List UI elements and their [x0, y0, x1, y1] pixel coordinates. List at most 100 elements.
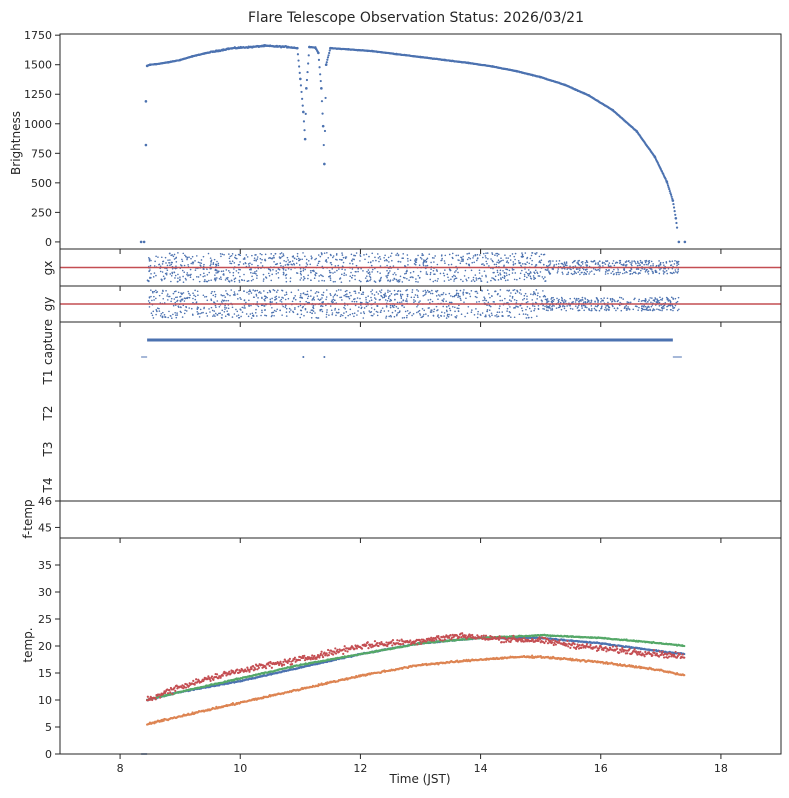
gx-point — [633, 260, 636, 262]
gx-point — [350, 253, 353, 256]
gy-point — [403, 306, 405, 308]
gy-point — [606, 297, 609, 300]
gy-point — [273, 289, 276, 292]
gx-point — [526, 272, 529, 275]
gy-point — [455, 294, 457, 297]
gx-point — [306, 263, 309, 266]
gy-point — [661, 309, 663, 312]
gx-point — [449, 268, 451, 271]
status-axes-frame — [59, 321, 782, 502]
gy-point — [532, 293, 534, 296]
brightness-point — [319, 79, 322, 83]
gx-point — [478, 272, 481, 274]
gx-point — [340, 281, 343, 283]
gy-point — [234, 294, 236, 296]
gx-point — [345, 274, 347, 276]
gy-point — [319, 298, 322, 301]
gy-point — [555, 307, 558, 309]
gx-point — [159, 265, 162, 267]
gy-point — [583, 309, 585, 312]
gx-point — [339, 278, 341, 280]
gy-point — [550, 309, 552, 311]
gy-point — [285, 293, 288, 296]
gx-point — [334, 271, 336, 273]
gx-point — [652, 263, 654, 265]
gy-point — [406, 293, 409, 296]
gy-point — [225, 307, 228, 309]
gy-point — [258, 291, 260, 294]
gy-point — [389, 294, 391, 297]
gy-point — [519, 304, 522, 307]
gy-point — [252, 314, 255, 317]
gx-point — [629, 270, 632, 272]
gy-point — [605, 305, 607, 307]
gx-point — [148, 280, 150, 283]
gy-point — [256, 315, 258, 317]
gy-point — [209, 311, 211, 313]
gx-point — [605, 268, 608, 271]
gx-point — [267, 272, 270, 275]
gy-point — [573, 297, 576, 300]
gy-point — [325, 289, 328, 291]
gy-point — [192, 297, 194, 300]
gx-point — [581, 261, 584, 263]
gy-point — [451, 295, 454, 298]
gy-point — [384, 299, 387, 301]
gx-point — [166, 264, 169, 267]
gx-point — [256, 258, 259, 260]
gx-point — [486, 262, 488, 265]
gx-point — [227, 269, 230, 272]
gy-point — [676, 309, 679, 312]
gx-point — [677, 270, 679, 272]
gy-point — [339, 315, 342, 318]
gx-point — [302, 269, 305, 272]
gx-point — [509, 255, 512, 257]
gy-point — [457, 294, 460, 297]
gy-point — [399, 301, 401, 304]
gy-point — [483, 296, 485, 298]
gy-point — [644, 300, 647, 303]
gy-point — [184, 309, 186, 312]
gy-point — [296, 313, 299, 315]
gx-point — [189, 268, 192, 271]
gx-point — [161, 271, 164, 273]
gy-point — [330, 300, 333, 303]
gx-point — [323, 280, 326, 282]
gy-point — [448, 292, 451, 295]
gx-point — [409, 271, 412, 274]
gy-point — [604, 306, 607, 309]
gx-point — [183, 264, 186, 267]
gx-point — [164, 272, 167, 275]
gy-point — [446, 313, 449, 316]
gx-point — [272, 268, 274, 271]
gy-point — [446, 310, 448, 313]
gx-point — [529, 257, 532, 260]
gx-point — [493, 263, 496, 266]
gy-point — [292, 311, 295, 314]
brightness-point — [667, 186, 670, 189]
gy-point — [180, 306, 182, 309]
gy-point — [285, 307, 288, 310]
gy-point — [346, 289, 348, 292]
gx-point — [364, 258, 366, 261]
gy-point — [343, 306, 345, 309]
gy-point — [158, 310, 161, 312]
gx-point — [313, 277, 316, 279]
gy-point — [285, 315, 288, 317]
gx-point — [203, 280, 206, 283]
gy-point — [168, 295, 170, 298]
gx-point — [370, 264, 373, 267]
gx-point — [148, 260, 151, 262]
gx-point — [342, 261, 345, 264]
gy-point — [155, 289, 157, 292]
brightness-point — [539, 75, 542, 79]
gy-point — [416, 289, 418, 291]
gy-point — [674, 297, 677, 300]
brightness-point — [324, 96, 327, 100]
gx-point — [599, 268, 601, 270]
gx-point — [283, 259, 285, 262]
gy-point — [329, 305, 332, 307]
gy-point — [640, 309, 643, 312]
gy-point — [225, 299, 227, 302]
gy-point — [586, 301, 589, 303]
